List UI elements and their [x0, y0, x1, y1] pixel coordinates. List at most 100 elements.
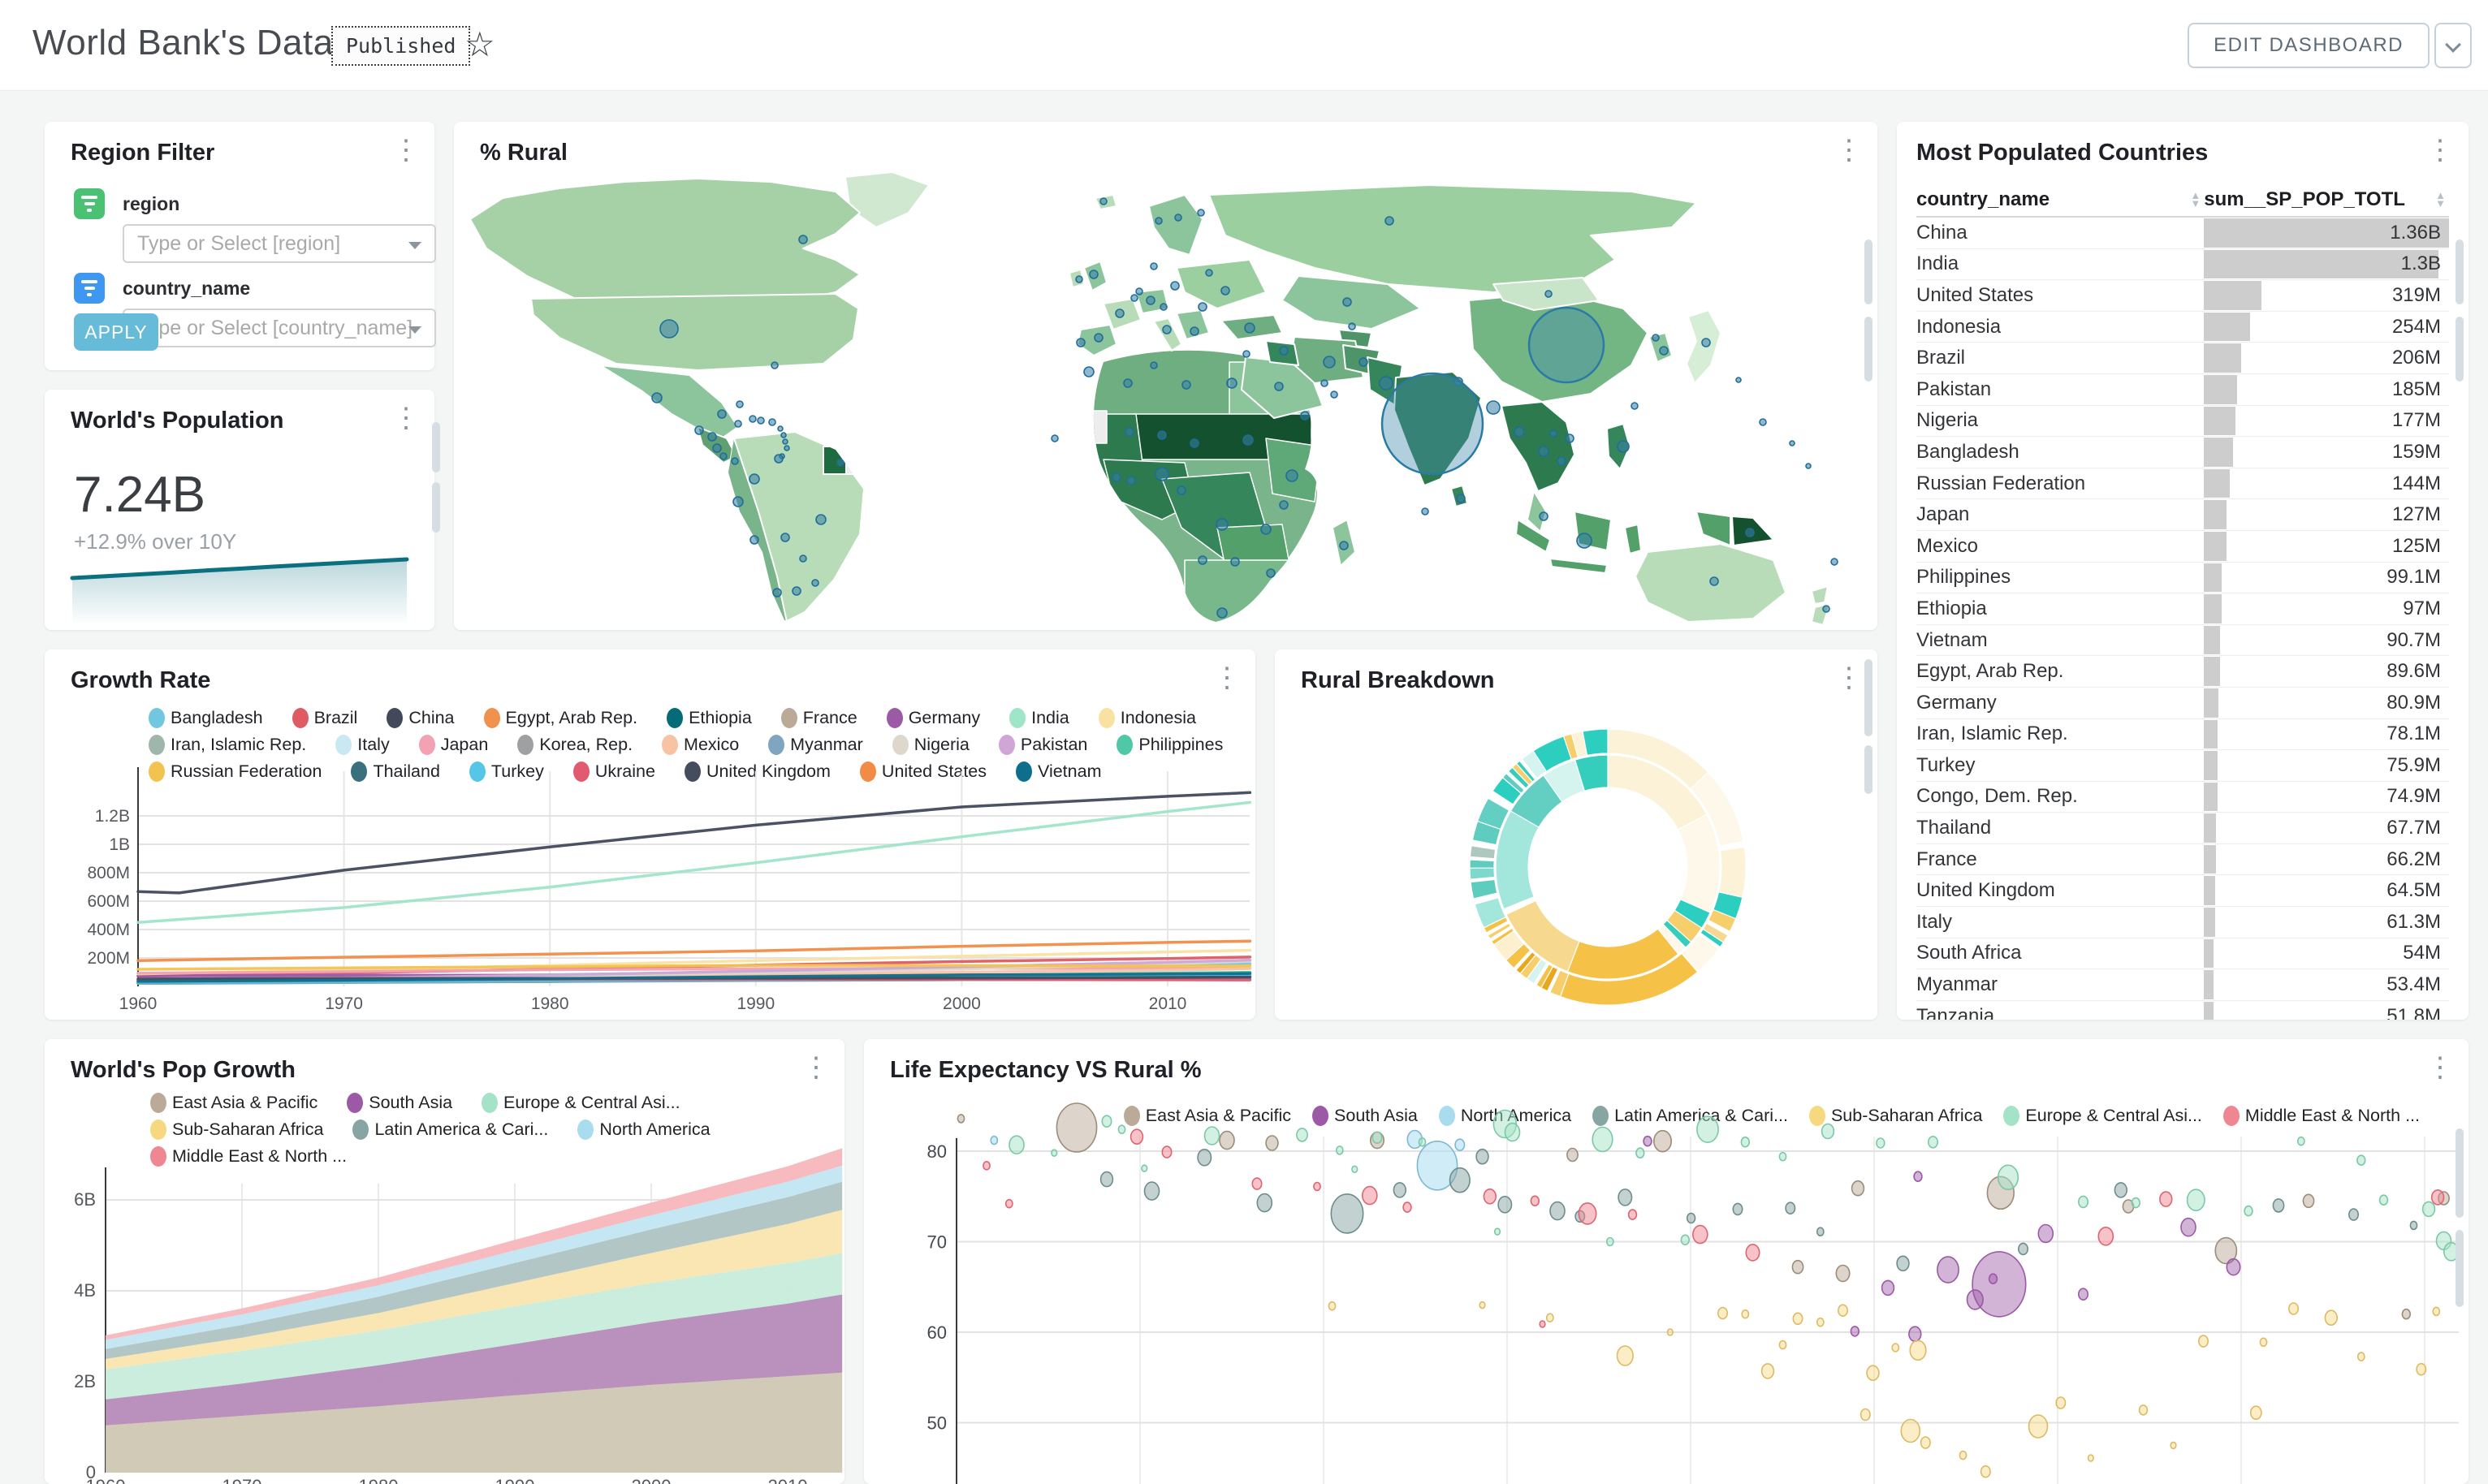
population-cell: 144M [2204, 468, 2449, 499]
dashboard-actions-caret[interactable] [2434, 23, 2472, 68]
legend-item[interactable]: Egypt, Arab Rep. [483, 708, 637, 728]
kebab-menu-icon[interactable]: ⋮ [802, 1052, 830, 1083]
legend-item[interactable]: Middle East & North ... [150, 1146, 347, 1167]
kebab-menu-icon[interactable]: ⋮ [2426, 1052, 2454, 1083]
legend-dot [1098, 708, 1115, 728]
legend-item[interactable]: Sub-Saharan Africa [1808, 1106, 1982, 1126]
edit-dashboard-button[interactable]: EDIT DASHBOARD [2188, 23, 2430, 68]
panel-scroll-handle[interactable] [1864, 659, 1872, 736]
favorite-star-icon[interactable]: ☆ [464, 25, 495, 63]
value-bar [2204, 531, 2227, 561]
sort-icon: ▲ ▼ [2190, 189, 2201, 209]
panel-scroll-handle[interactable] [2456, 239, 2464, 304]
legend-dot [335, 735, 352, 755]
panel-scroll-handle[interactable] [2456, 1230, 2464, 1307]
legend-item[interactable]: France [780, 708, 857, 728]
value-bar [2204, 1001, 2214, 1020]
table-row: United States 319M [1916, 280, 2449, 312]
kebab-menu-icon[interactable]: ⋮ [392, 403, 420, 434]
legend-label: France [802, 708, 857, 727]
legend-dot [662, 735, 679, 755]
value-bar [2204, 468, 2231, 498]
value-bar [2204, 563, 2222, 593]
country-cell: Nigeria [1916, 409, 1979, 432]
legend-label: Iran, Islamic Rep. [171, 735, 307, 754]
legend-item[interactable]: South Asia [1312, 1106, 1418, 1126]
legend-item[interactable]: Myanmar [768, 735, 863, 755]
legend-item[interactable]: Latin America & Cari... [352, 1119, 548, 1140]
select-caret-icon [408, 326, 421, 334]
legend-item[interactable]: Japan [418, 735, 488, 755]
kebab-menu-icon[interactable]: ⋮ [1835, 135, 1863, 166]
legend-item[interactable]: East Asia & Pacific [1123, 1106, 1291, 1126]
panel-scroll-handle[interactable] [2456, 317, 2464, 382]
legend-dot [1117, 735, 1134, 755]
legend-item[interactable]: South Asia [347, 1093, 452, 1113]
table-row: Nigeria 177M [1916, 406, 2449, 438]
legend-item[interactable]: Thailand [351, 761, 440, 782]
published-badge[interactable]: Published [331, 26, 471, 66]
kebab-menu-icon[interactable]: ⋮ [1835, 662, 1863, 693]
kebab-menu-icon[interactable]: ⋮ [2426, 135, 2454, 166]
panel-scroll-handle[interactable] [1864, 745, 1872, 794]
legend-item[interactable]: Europe & Central Asi... [2003, 1106, 2202, 1126]
country-cell: Thailand [1916, 817, 1992, 839]
kebab-menu-icon[interactable]: ⋮ [392, 135, 420, 166]
legend-item[interactable]: East Asia & Pacific [150, 1093, 317, 1113]
kebab-menu-icon[interactable]: ⋮ [1213, 662, 1241, 693]
legend-item[interactable]: Italy [335, 735, 390, 755]
life-scatter-chart: 50 60 70 80 [927, 1102, 2460, 1484]
table-row: United Kingdom 64.5M [1916, 875, 2449, 908]
legend-item[interactable]: Bangladesh [149, 708, 263, 728]
column-header-country[interactable]: country_name ▲ ▼ [1916, 183, 2204, 216]
legend-item[interactable]: North America [577, 1119, 711, 1140]
table-row: Japan 127M [1916, 499, 2449, 531]
legend-item[interactable]: Russian Federation [149, 761, 322, 782]
legend-item[interactable]: Germany [886, 708, 980, 728]
country-cell: Germany [1916, 691, 1997, 714]
value-bar [2204, 813, 2217, 843]
legend-label: East Asia & Pacific [172, 1093, 318, 1112]
panel-scroll-handle[interactable] [2456, 1128, 2464, 1218]
legend-item[interactable]: Europe & Central Asi... [482, 1093, 680, 1113]
svg-text:1960: 1960 [119, 994, 158, 1013]
legend-item[interactable]: Iran, Islamic Rep. [149, 735, 306, 755]
svg-text:1.2B: 1.2B [95, 807, 130, 826]
legend-item[interactable]: Nigeria [892, 735, 970, 755]
legend-item[interactable]: Korea, Rep. [517, 735, 633, 755]
population-cell: 54M [2204, 938, 2449, 969]
legend-item[interactable]: Ethiopia [667, 708, 752, 728]
legend-item[interactable]: Pakistan [998, 735, 1087, 755]
legend-item[interactable]: Turkey [469, 761, 544, 782]
legend-item[interactable]: Mexico [662, 735, 739, 755]
legend-item[interactable]: Philippines [1117, 735, 1223, 755]
apply-button[interactable]: APPLY [74, 313, 158, 351]
legend-item[interactable]: Brazil [292, 708, 357, 728]
pop-growth-area-chart: 1960 1970 1980 1990 2000 2010 0 2B 4B 6B [74, 1148, 843, 1484]
most-populated-panel: Most Populated Countries ⋮ country_name … [1897, 122, 2469, 1020]
legend-item[interactable]: India [1009, 708, 1069, 728]
legend-item[interactable]: United States [859, 761, 987, 782]
legend-dot [572, 761, 590, 782]
table-row: Mexico 125M [1916, 531, 2449, 563]
table-row: Thailand 67.7M [1916, 813, 2449, 844]
column-resize-handle[interactable] [432, 422, 440, 472]
panel-scroll-handle[interactable] [1864, 239, 1872, 304]
panel-scroll-handle[interactable] [1864, 317, 1872, 382]
country-cell: United States [1916, 283, 2034, 306]
legend-dot [892, 735, 909, 755]
legend-item[interactable]: United Kingdom [684, 761, 831, 782]
legend-item[interactable]: Ukraine [572, 761, 655, 782]
region-select[interactable]: Type or Select [region] [123, 224, 436, 263]
legend-item[interactable]: Middle East & North ... [2222, 1106, 2420, 1126]
growth-legend: Bangladesh Brazil China Egypt, Arab Rep. Eth… [149, 708, 1229, 782]
column-header-population[interactable]: sum__SP_POP_TOTL ▲ ▼ [2204, 183, 2449, 216]
legend-item[interactable]: Indonesia [1098, 708, 1196, 728]
legend-item[interactable]: Vietnam [1016, 761, 1101, 782]
legend-item[interactable]: China [387, 708, 455, 728]
legend-item[interactable]: Sub-Saharan Africa [150, 1119, 323, 1140]
rural-sunburst-chart [1469, 728, 1747, 1006]
value-bar [2204, 938, 2214, 968]
column-resize-handle[interactable] [432, 482, 440, 533]
country-name-select[interactable]: Type or Select [country_name] [123, 308, 436, 347]
